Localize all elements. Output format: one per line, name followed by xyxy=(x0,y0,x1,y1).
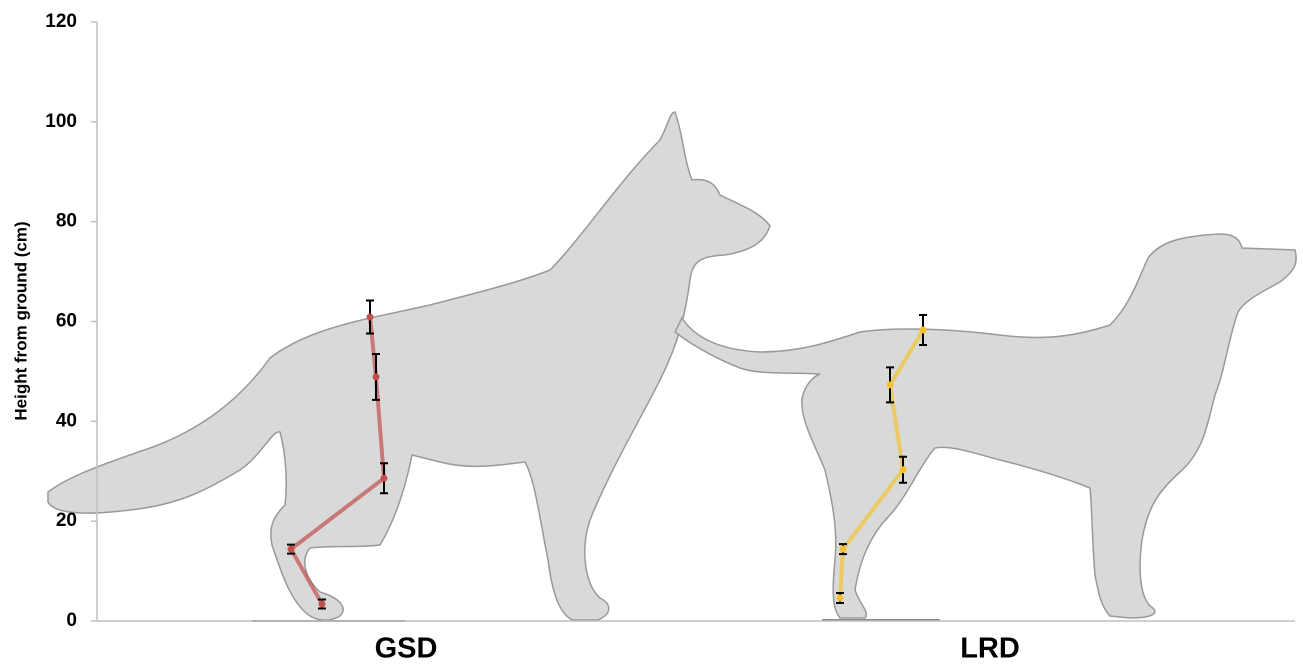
y-tick-label: 60 xyxy=(56,311,77,332)
y-tick-label: 0 xyxy=(66,610,77,631)
joint-point xyxy=(287,545,295,553)
x-tick-label: LRD xyxy=(960,633,1020,665)
joint-point xyxy=(886,381,894,389)
joint-point xyxy=(899,466,907,474)
y-tick-label: 80 xyxy=(56,211,77,232)
joint-point xyxy=(318,600,326,608)
gsd-silhouette xyxy=(47,111,771,621)
y-tick-label: 20 xyxy=(56,510,77,531)
joint-point xyxy=(919,326,927,334)
joint-point xyxy=(839,545,847,553)
x-tick-label: GSD xyxy=(375,633,438,665)
lrd-silhouette xyxy=(674,233,1297,619)
y-axis-label: Height from ground (cm) xyxy=(11,221,30,420)
y-tick-label: 40 xyxy=(56,410,77,431)
y-tick-label: 100 xyxy=(45,111,77,132)
y-tick-label: 120 xyxy=(45,11,77,32)
joint-point xyxy=(380,474,388,482)
joint-point xyxy=(836,594,844,602)
joint-point xyxy=(372,373,380,381)
joint-point xyxy=(366,313,374,321)
